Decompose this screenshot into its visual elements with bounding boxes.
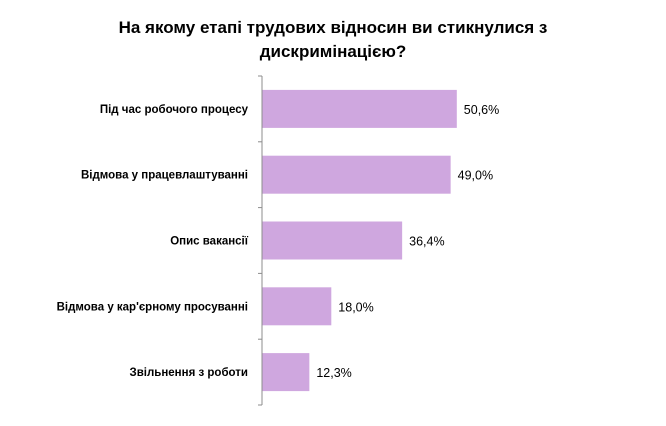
bar (262, 287, 332, 326)
category-axis-ticks (258, 75, 262, 406)
value-label: 49,0% (458, 169, 493, 183)
value-label: 50,6% (464, 103, 499, 117)
value-label: 18,0% (338, 300, 373, 314)
value-label: 12,3% (316, 366, 351, 380)
chart-title-line-2: дискримінацією? (259, 42, 407, 61)
category-label: Під час робочого процесу (100, 104, 249, 116)
chart-title: На якому етапі трудових відносин ви стик… (0, 16, 666, 64)
bar (262, 155, 451, 194)
category-label: Відмова у працевлаштуванні (81, 170, 248, 182)
category-label: Опис вакансії (170, 236, 249, 248)
labels-layer: Під час робочого процесу 50,6% Відмова у п… (57, 103, 500, 380)
category-label: Звільнення з роботи (130, 367, 249, 379)
chart-title-line-1: На якому етапі трудових відносин ви стик… (118, 18, 548, 37)
bar (262, 353, 310, 392)
bars-layer (262, 89, 457, 392)
bar (262, 221, 403, 260)
value-label: 36,4% (409, 235, 444, 249)
category-label: Відмова у кар'єрному просуванні (57, 301, 248, 313)
bar (262, 89, 457, 128)
